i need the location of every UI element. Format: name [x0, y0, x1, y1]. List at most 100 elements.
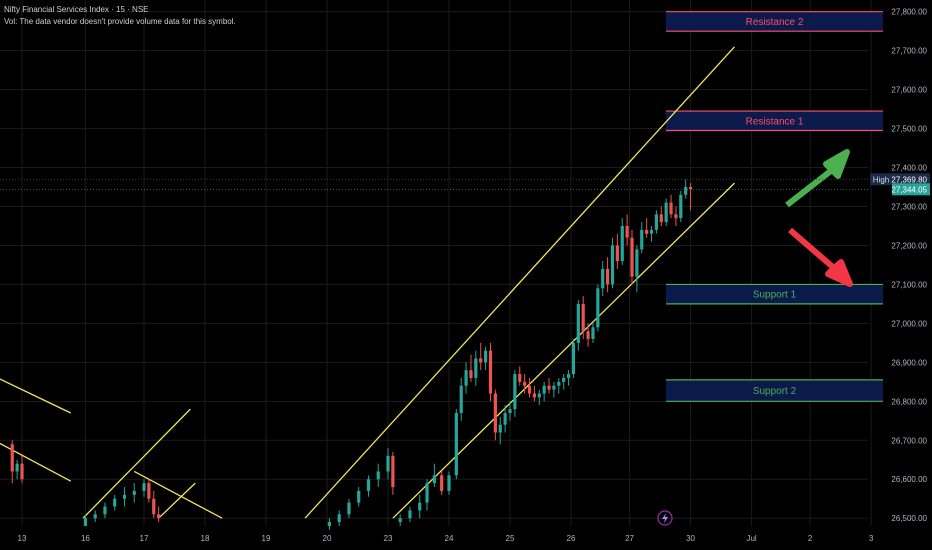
candle-body — [513, 374, 517, 410]
price-axis[interactable]: 26,500.00 26,600.00 26,700.00 26,800.00 26,9… — [891, 8, 927, 524]
candle-body — [498, 424, 502, 433]
time-tick-label: 3 — [869, 534, 874, 543]
candle-body — [103, 506, 107, 515]
candle-body — [581, 303, 585, 332]
price-tick-label: 26,500.00 — [891, 514, 927, 523]
candle-body — [596, 288, 600, 328]
candle-body — [391, 455, 395, 488]
candle-body — [532, 393, 536, 398]
candle-body — [157, 514, 161, 519]
candle-body — [386, 455, 390, 472]
time-axis[interactable]: 13 16 17 18 19 20 23 24 25 26 27 30 Jul 2 3 — [18, 534, 874, 543]
candle-body — [601, 268, 605, 289]
candle-body — [484, 350, 488, 363]
time-tick-label: 30 — [686, 534, 695, 543]
candle-body — [552, 385, 556, 390]
time-tick-label: 16 — [81, 534, 90, 543]
price-tick-label: 26,900.00 — [891, 358, 927, 367]
time-tick-label: 20 — [323, 534, 332, 543]
candle-body — [606, 268, 610, 285]
price-tick-label: 26,800.00 — [891, 397, 927, 406]
candle-body — [586, 331, 590, 339]
candle-body — [454, 413, 458, 476]
candle-body — [408, 510, 412, 519]
candle-body — [625, 225, 629, 238]
candle-body — [576, 303, 580, 343]
price-tick-label: 27,000.00 — [891, 319, 927, 328]
candle-body — [464, 370, 468, 386]
price-tick-label: 27,700.00 — [891, 47, 927, 56]
candle-body — [10, 444, 14, 472]
volume-note: Vol: The data vendor doesn't provide vol… — [4, 17, 236, 26]
price-tick-label: 27,200.00 — [891, 241, 927, 250]
candle-body — [479, 358, 483, 363]
candle-body — [15, 463, 19, 472]
candle-body — [630, 237, 634, 277]
candle-body — [527, 385, 532, 394]
time-tick-label: 17 — [140, 534, 149, 543]
candle-body — [659, 214, 663, 223]
candle-body — [684, 187, 688, 195]
zone-label: Resistance 2 — [746, 17, 804, 28]
zone-label: Resistance 1 — [746, 116, 804, 127]
candle-body — [542, 385, 546, 394]
candle-body — [469, 370, 473, 378]
candle-body — [571, 342, 576, 375]
price-tick-label: 27,100.00 — [891, 280, 927, 289]
candle-body — [649, 229, 654, 234]
time-tick-label: 13 — [18, 534, 27, 543]
candle-body — [357, 490, 361, 503]
time-tick-label: 2 — [808, 534, 813, 543]
time-tick-label: 26 — [567, 534, 576, 543]
price-tick-label: 27,800.00 — [891, 8, 927, 17]
price-tick-label: 26,700.00 — [891, 436, 927, 445]
candle-body — [645, 229, 649, 234]
candle-body — [537, 393, 541, 398]
candle-body — [640, 229, 644, 250]
zone-box — [666, 11, 883, 32]
candle-body — [591, 327, 595, 339]
direction-arrows — [785, 149, 853, 287]
candle-body — [688, 187, 693, 190]
candle-body — [113, 498, 117, 507]
time-tick-label: 24 — [445, 534, 454, 543]
support-resistance-zones: Resistance 2 Resistance 1 Support 1 Support… — [666, 11, 883, 402]
time-tick-label: 23 — [384, 534, 393, 543]
time-tick-label: 25 — [506, 534, 515, 543]
candle-body — [669, 202, 673, 215]
candle-body — [654, 214, 658, 230]
candle-body — [635, 249, 639, 277]
candle-body — [547, 385, 551, 390]
candle-body — [327, 522, 332, 526]
time-tick-label: 19 — [262, 534, 271, 543]
candle-body — [418, 502, 422, 511]
price-tick-label: 27,600.00 — [891, 86, 927, 95]
candle-body — [93, 514, 97, 519]
trendline — [304, 46, 735, 519]
down-arrow — [788, 227, 853, 287]
price-tick-label: 26,600.00 — [891, 475, 927, 484]
candle-body — [459, 385, 463, 414]
trendline — [392, 182, 735, 519]
price-tick-label: 27,300.00 — [891, 203, 927, 212]
candle-body — [523, 381, 527, 386]
lightning-icon[interactable] — [657, 510, 673, 526]
candle-body — [493, 393, 497, 433]
trendline — [0, 442, 72, 482]
zone-label: Support 1 — [753, 290, 797, 301]
high-value-label: 27,369.80 — [891, 175, 927, 184]
candles — [10, 179, 693, 530]
candle-body — [557, 381, 561, 386]
chart-grid — [0, 0, 872, 526]
time-tick-label: 18 — [201, 534, 210, 543]
candle-body — [518, 374, 522, 382]
time-tick-label: 27 — [625, 534, 634, 543]
candle-body — [447, 475, 451, 491]
zone-box — [666, 379, 883, 402]
zone-label: Support 2 — [753, 386, 797, 397]
candle-body — [20, 463, 24, 480]
high-value-box — [892, 173, 930, 186]
price-tick-label: 27,500.00 — [891, 125, 927, 134]
candle-body — [488, 350, 493, 394]
